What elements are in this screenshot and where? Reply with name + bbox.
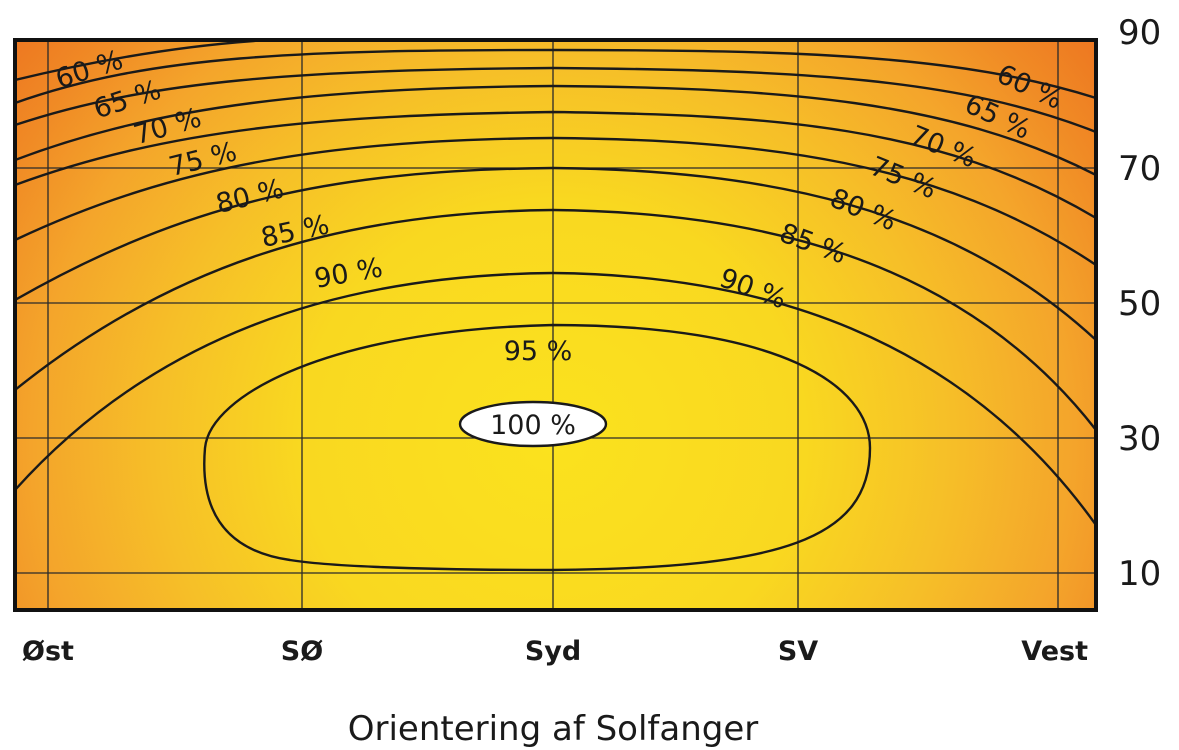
contour-label-95: 95 % <box>504 336 573 367</box>
x-tick-label: Syd <box>525 636 581 667</box>
contour-lines <box>15 40 1096 572</box>
plot-frame <box>13 38 1098 612</box>
contour-line <box>15 166 1096 341</box>
contour-line <box>15 40 292 82</box>
contour-line <box>15 110 1096 220</box>
contour-label-100: 100 % <box>490 410 576 441</box>
x-tick-label: Øst <box>22 636 74 667</box>
contour-ellipse-100 <box>458 400 608 448</box>
contour-line <box>15 84 1096 177</box>
y-tick-label: 90 <box>1118 13 1161 53</box>
x-tick-label: Vest <box>1021 636 1088 667</box>
x-axis-label: Orientering af Solfanger <box>348 709 759 749</box>
x-axis-ticks: Øst SØ Syd SV Vest <box>22 636 1088 667</box>
contour-line <box>15 208 1096 431</box>
y-tick-label: 50 <box>1118 284 1161 324</box>
x-tick-label: SV <box>778 636 818 667</box>
x-tick-label: SØ <box>281 636 323 667</box>
y-tick-label: 30 <box>1118 419 1161 459</box>
contour-line <box>15 271 1096 526</box>
y-axis-ticks: 90 70 50 30 10 <box>1118 13 1161 594</box>
contour-line <box>15 48 1096 105</box>
contour-line <box>15 136 1096 266</box>
y-tick-label: 70 <box>1118 149 1161 189</box>
contour-line <box>15 66 1096 134</box>
y-tick-label: 10 <box>1118 554 1161 594</box>
contour-line <box>203 323 872 572</box>
